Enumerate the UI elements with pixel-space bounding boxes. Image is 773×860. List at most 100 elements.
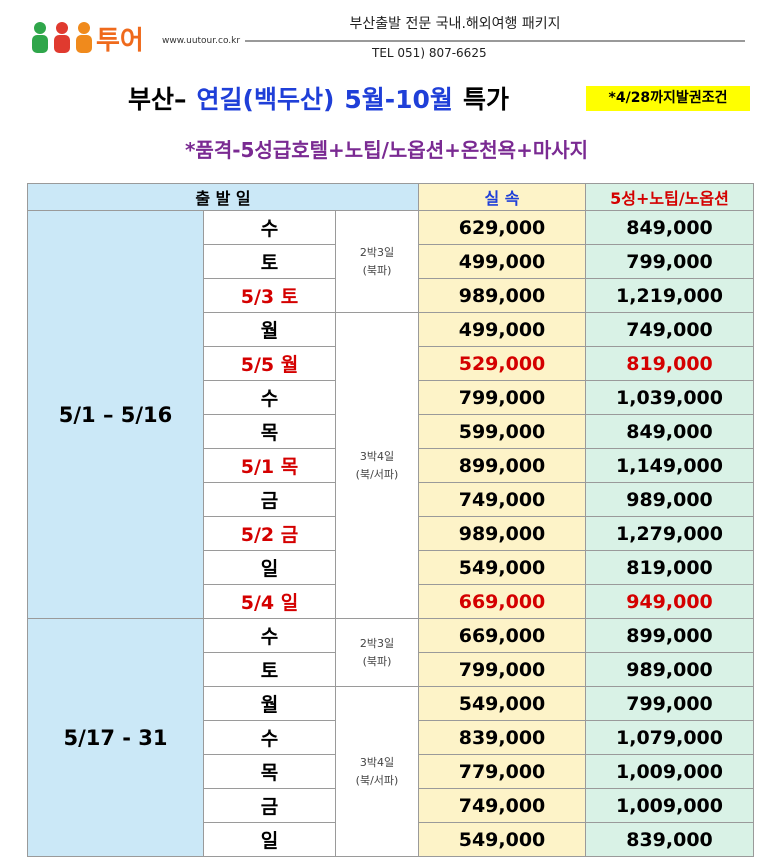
title-part: 연길(백두산) (196, 85, 335, 114)
day: 금 (203, 482, 336, 517)
title: 부산– 연길(백두산) 5월-10월 특가 (128, 80, 519, 116)
basic-price: 779,000 (418, 754, 587, 789)
basic-price: 629,000 (418, 210, 587, 245)
row: 5/17 - 31 수 2박3일 (북파) 669,000 899,000 (27, 618, 755, 857)
basic-price: 499,000 (418, 312, 587, 347)
title-part: 특가 (462, 85, 509, 114)
premium-price: 1,009,000 (585, 754, 755, 789)
badge: *4/28까지발권조건 (586, 86, 750, 111)
duration: 3박4일 (북/서파) (334, 312, 420, 619)
premium-price: 1,039,000 (585, 380, 755, 415)
day: 월 (203, 312, 336, 347)
day: 수 (203, 210, 336, 245)
day: 수 (203, 618, 336, 653)
basic-price: 529,000 (418, 346, 587, 381)
route-text: (북/서파) (355, 467, 399, 481)
premium-price: 989,000 (585, 482, 755, 517)
premium-price: 819,000 (585, 550, 755, 585)
basic-price: 549,000 (418, 550, 587, 585)
day: 월 (203, 686, 336, 721)
duration: 2박3일 (북파) (334, 210, 420, 313)
duration-text: 3박4일 (359, 755, 395, 769)
premium-price: 799,000 (585, 244, 755, 279)
basic-price: 989,000 (418, 278, 587, 313)
period: 5/1 – 5/16 (27, 210, 204, 619)
duration: 3박4일 (북/서파) (334, 686, 420, 857)
subtitle: *품격-5성급호텔+노팁/노옵션+온천욕+마사지 (184, 138, 589, 162)
route-text: (북파) (362, 654, 392, 668)
basic-price: 749,000 (418, 788, 587, 823)
route-text: (북파) (362, 263, 392, 277)
day: 토 (203, 244, 336, 279)
row: 토 499,000 799,000 (28, 244, 755, 279)
row: 5/3 토 989,000 1,219,000 (28, 278, 755, 313)
basic-price: 669,000 (418, 584, 587, 619)
day: 5/4 일 (203, 584, 336, 619)
basic-price: 549,000 (418, 686, 587, 721)
day: 금 (203, 788, 336, 823)
premium-price: 849,000 (585, 210, 755, 245)
row: 5/1 목 899,000 1,149,000 (28, 448, 755, 483)
row: 월 3박4일 (북/서파) 549,000 799,000 (28, 686, 755, 857)
row: 5/5 월 529,000 819,000 (28, 346, 755, 381)
day: 5/1 목 (203, 448, 336, 483)
premium-price: 989,000 (585, 652, 755, 687)
col-header: 실 속 (418, 183, 587, 211)
premium-price: 1,079,000 (585, 720, 755, 755)
basic-price: 599,000 (418, 414, 587, 449)
premium-price: 839,000 (585, 822, 755, 857)
title-part: 5월-10월 (344, 85, 453, 114)
duration-text: 2박3일 (359, 245, 395, 259)
premium-price: 849,000 (585, 414, 755, 449)
price-table: 출 발 일 실 속 5성+노팁/노옵션 5/1 – 5/16 수 2박3일 (북파) 6… (26, 183, 755, 857)
basic-price: 799,000 (418, 380, 587, 415)
basic-price: 749,000 (418, 482, 587, 517)
premium-price: 1,009,000 (585, 788, 755, 823)
basic-price: 799,000 (418, 652, 587, 687)
header-rule (245, 40, 745, 42)
premium-price: 899,000 (585, 618, 755, 653)
day: 수 (203, 380, 336, 415)
day: 일 (203, 550, 336, 585)
premium-price: 949,000 (585, 584, 755, 619)
basic-price: 989,000 (418, 516, 587, 551)
basic-price: 899,000 (418, 448, 587, 483)
row: 목 779,000 1,009,000 (28, 754, 755, 789)
tel: TEL 051) 807-6625 (372, 46, 487, 60)
duration-text: 2박3일 (359, 636, 395, 650)
day: 5/5 월 (203, 346, 336, 381)
row: 5/4 일 669,000 949,000 (28, 584, 755, 619)
row: 일 549,000 819,000 (28, 550, 755, 585)
title-part: 부산– (128, 85, 187, 114)
row: 금 749,000 989,000 (28, 482, 755, 517)
col-header: 출 발 일 (26, 183, 420, 211)
basic-price: 549,000 (418, 822, 587, 857)
day: 목 (203, 754, 336, 789)
day: 목 (203, 414, 336, 449)
day: 수 (203, 720, 336, 755)
route-text: (북/서파) (355, 773, 399, 787)
row: 5/2 금 989,000 1,279,000 (28, 516, 755, 551)
day: 일 (203, 822, 336, 857)
premium-price: 1,149,000 (585, 448, 755, 483)
basic-price: 499,000 (418, 244, 587, 279)
day: 5/2 금 (203, 516, 336, 551)
row: 수 839,000 1,079,000 (28, 720, 755, 755)
duration-text: 3박4일 (359, 449, 395, 463)
row: 토 799,000 989,000 (28, 652, 755, 687)
row: 월 3박4일 (북/서파) 499,000 749,000 (28, 312, 755, 619)
day: 토 (203, 652, 336, 687)
url: www.uutour.co.kr (162, 36, 241, 46)
day: 5/3 토 (203, 278, 336, 313)
tagline: 부산출발 전문 국내.해외여행 패키지 (349, 16, 561, 32)
duration: 2박3일 (북파) (334, 618, 420, 687)
col-header: 5성+노팁/노옵션 (585, 183, 755, 211)
premium-price: 749,000 (585, 312, 755, 347)
row: 일 549,000 839,000 (28, 822, 755, 857)
premium-price: 819,000 (585, 346, 755, 381)
premium-price: 1,219,000 (585, 278, 755, 313)
basic-price: 669,000 (418, 618, 587, 653)
logo-text: 투어 (96, 26, 144, 56)
row: 5/1 – 5/16 수 2박3일 (북파) 629,000 849,000 (27, 210, 755, 619)
